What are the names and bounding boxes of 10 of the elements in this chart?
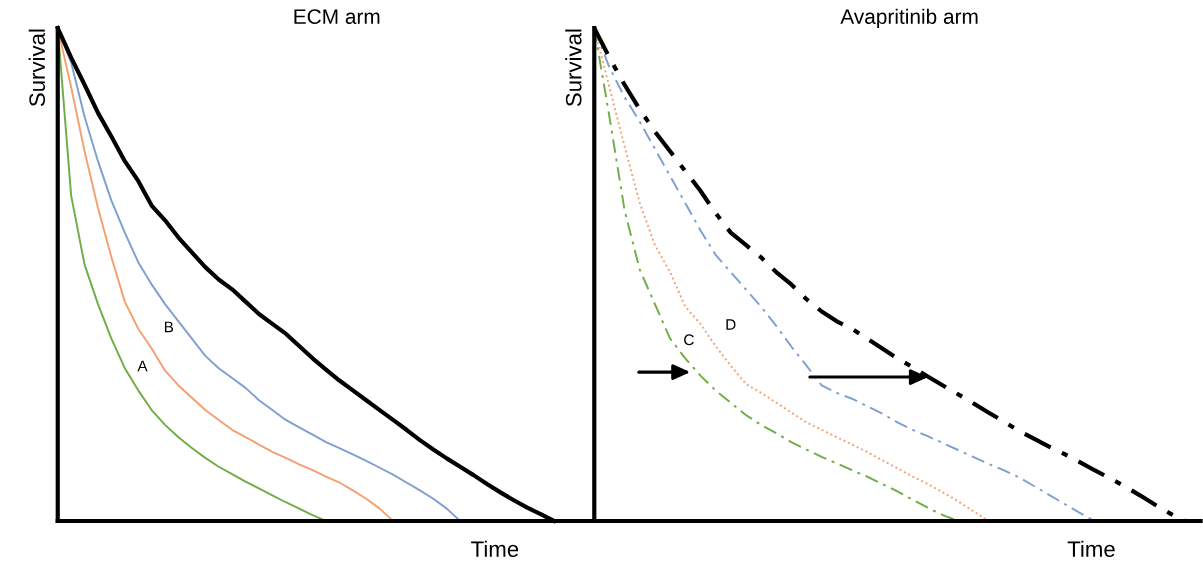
annotation: D [726,319,736,330]
y-axis-title: Survival [28,29,46,107]
y-axis-title: Survival [565,29,582,107]
x-axis-title: Time [1067,540,1115,558]
chart-title: Avapritinib arm [840,8,978,29]
annotation: A [137,360,148,372]
annotation: B [164,321,174,333]
chart-title: ECM arm [294,9,380,24]
annotation: C [684,334,694,346]
x-axis-title: Time [471,540,519,558]
